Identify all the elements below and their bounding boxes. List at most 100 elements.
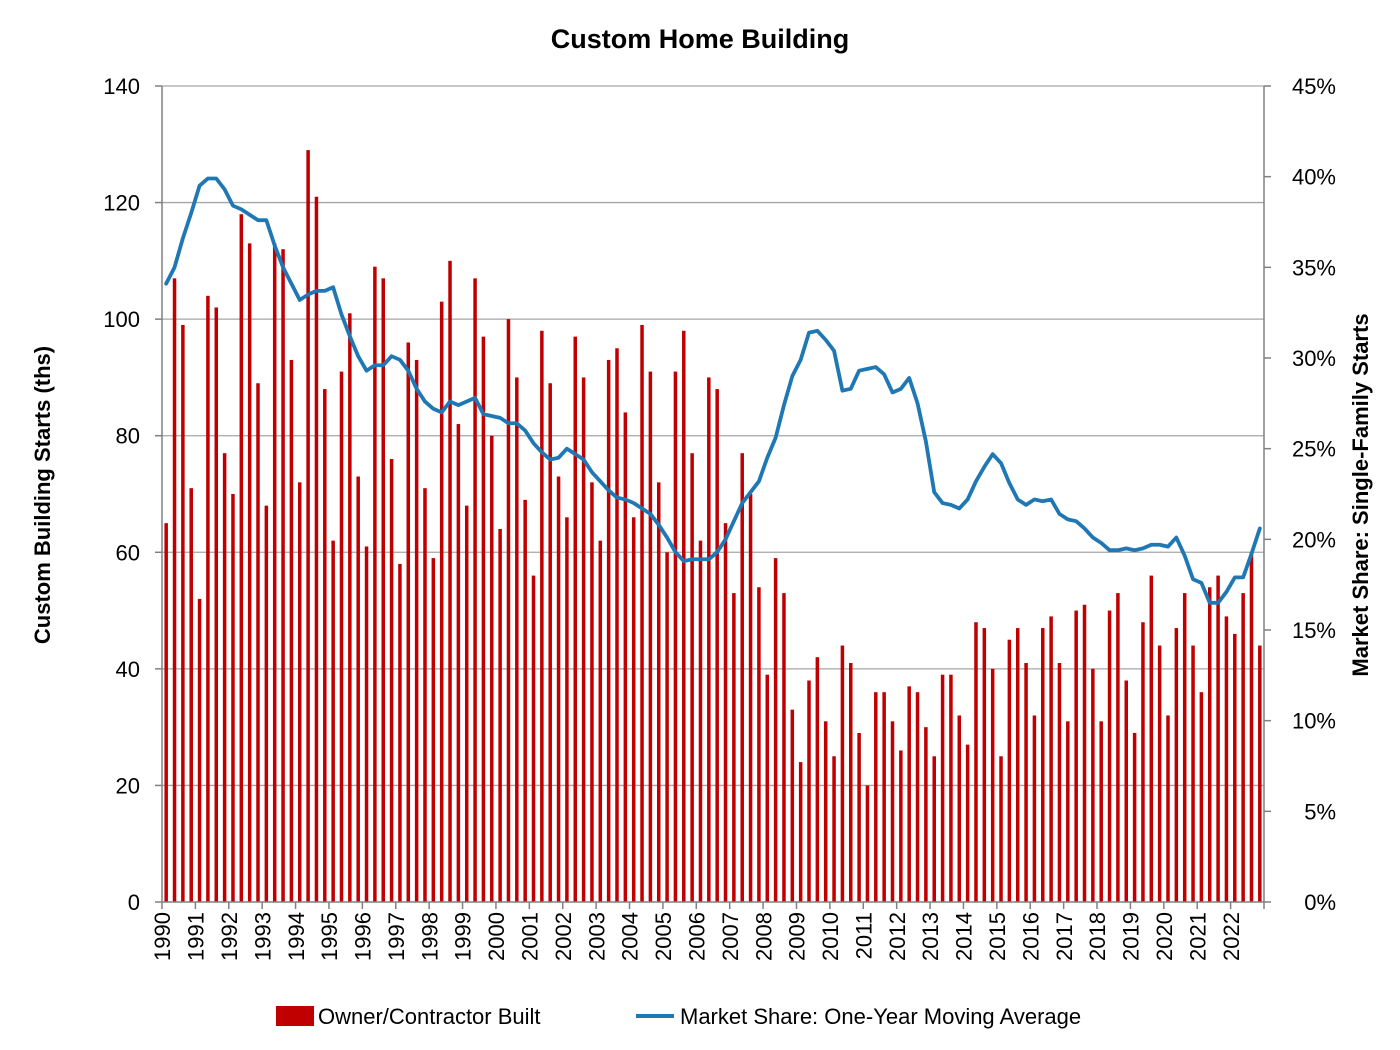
bar — [815, 657, 820, 902]
bar — [874, 692, 878, 902]
right-tick-label: 10% — [1292, 709, 1336, 734]
bar — [565, 517, 569, 902]
bar — [1149, 575, 1154, 902]
bar — [540, 330, 544, 902]
bar — [790, 709, 795, 902]
x-tick-label: 2011 — [851, 912, 876, 959]
bar — [439, 301, 444, 902]
left-tick-label: 140 — [103, 74, 140, 99]
bar — [172, 278, 177, 903]
x-tick-label: 1993 — [250, 912, 275, 961]
legend: Owner/Contractor Built Market Share: One… — [276, 1004, 1081, 1029]
bar — [1015, 628, 1020, 902]
bar — [1141, 622, 1145, 902]
bar — [1249, 552, 1254, 902]
bar — [723, 523, 728, 902]
bar — [1233, 633, 1237, 902]
bar — [757, 587, 761, 902]
left-tick-label: 60 — [116, 540, 140, 565]
bar — [707, 377, 711, 902]
bar — [1041, 628, 1045, 902]
bar — [1216, 575, 1220, 902]
left-tick-label: 0 — [128, 890, 140, 915]
bar — [940, 674, 945, 902]
bar — [364, 546, 369, 902]
left-tick-label: 20 — [116, 773, 140, 798]
line-series-market-share — [164, 176, 1262, 605]
x-tick-label: 2003 — [584, 912, 609, 961]
bar — [498, 528, 502, 902]
bar — [840, 645, 845, 902]
right-tick-label: 5% — [1304, 799, 1336, 824]
bar — [656, 482, 661, 902]
bar — [765, 674, 770, 902]
x-tick-label: 2008 — [751, 912, 776, 961]
bar — [1191, 645, 1195, 902]
bar — [782, 593, 786, 902]
bar — [965, 744, 970, 902]
bar — [823, 721, 828, 902]
right-tick-label: 45% — [1292, 74, 1336, 99]
right-tick-label: 35% — [1292, 255, 1336, 280]
bar — [406, 342, 411, 903]
right-tick-label: 20% — [1292, 527, 1336, 552]
left-tick-label: 120 — [103, 191, 140, 216]
bar — [1057, 663, 1062, 902]
bar — [398, 563, 402, 902]
bar — [481, 336, 486, 902]
x-tick-label: 2019 — [1119, 912, 1144, 961]
bar — [1007, 639, 1012, 902]
bar — [1066, 721, 1070, 902]
x-tick-label: 1994 — [284, 912, 309, 961]
bar — [214, 307, 219, 902]
x-tick-label: 1996 — [351, 912, 376, 961]
bar — [949, 674, 953, 902]
left-tick-label: 40 — [116, 657, 140, 682]
bar — [1049, 616, 1053, 902]
bar — [907, 686, 911, 902]
market-share-line — [164, 176, 1262, 605]
bar — [606, 359, 611, 902]
bar — [239, 214, 244, 903]
bar — [1166, 715, 1170, 902]
x-tick-label: 2005 — [651, 912, 676, 961]
bar-series-owner-contractor — [164, 150, 1262, 903]
left-axis-ticks: 0 20 40 60 80 100 120 140 — [103, 74, 162, 915]
bar — [281, 249, 285, 902]
bar — [798, 762, 803, 902]
bar — [1024, 663, 1028, 902]
bar — [247, 243, 252, 902]
bar — [264, 505, 269, 902]
bar — [222, 453, 227, 902]
bar — [356, 476, 360, 902]
bar — [748, 494, 753, 902]
bar — [1182, 593, 1187, 902]
right-tick-label: 40% — [1292, 165, 1336, 190]
bar — [289, 359, 294, 902]
bar — [590, 482, 594, 902]
bar — [581, 377, 586, 902]
left-axis-title: Custom Building Starts (ths) — [30, 346, 55, 644]
bar — [1174, 628, 1179, 902]
x-tick-label: 2004 — [618, 912, 643, 961]
x-tick-label: 2006 — [684, 912, 709, 961]
x-tick-label: 1998 — [417, 912, 442, 961]
bar — [924, 727, 928, 902]
x-tick-label: 2016 — [1018, 912, 1043, 961]
right-tick-label: 25% — [1292, 437, 1336, 462]
x-tick-label: 2012 — [885, 912, 910, 961]
bar — [865, 785, 870, 902]
x-tick-label: 2015 — [985, 912, 1010, 961]
bar — [1091, 668, 1095, 902]
right-axis-title: Market Share: Single-Family Starts — [1348, 313, 1373, 676]
bar — [682, 330, 686, 902]
bar — [899, 750, 903, 902]
x-tick-label: 2001 — [518, 912, 543, 961]
right-tick-label: 15% — [1292, 618, 1336, 643]
legend-bar-swatch — [276, 1006, 314, 1026]
bar — [556, 476, 561, 902]
x-tick-label: 2014 — [952, 912, 977, 961]
x-tick-label: 1999 — [451, 912, 476, 961]
left-tick-label: 100 — [103, 307, 140, 332]
